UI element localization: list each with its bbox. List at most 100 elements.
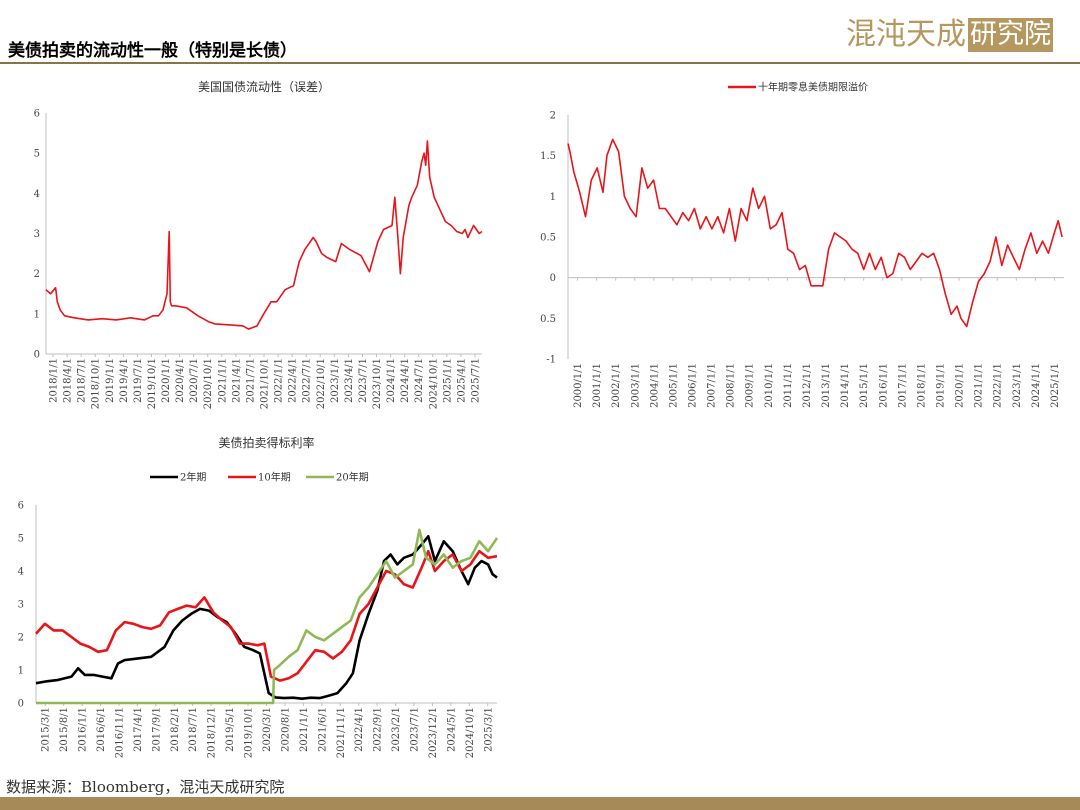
y-tick-label: 2 — [18, 633, 24, 644]
x-tick-label: 2022/4/1 — [288, 358, 299, 403]
x-tick-label: 2001/1/1 — [592, 363, 603, 408]
legend-label: 10年期 — [258, 471, 291, 484]
x-tick-label: 2017/9/1 — [151, 707, 162, 752]
x-tick-label: 2016/6/1 — [96, 707, 107, 752]
x-tick-label: 2003/1/1 — [630, 363, 641, 408]
liquidity-chart: 美国国债流动性（误差） 0 1 2 3 4 5 6 2018/1/1 2018/4/1 2018/7… — [34, 80, 483, 409]
x-tick-label: 2018/7/1 — [188, 707, 199, 752]
x-tick-label: 2000/1/1 — [573, 363, 584, 408]
x-tick-label: 2019/1/1 — [936, 363, 947, 408]
x-tick-label: 2021/1/1 — [217, 358, 228, 403]
x-tick-label: 2019/7/1 — [133, 358, 144, 403]
x-tick-label: 2018/7/1 — [77, 358, 88, 403]
x-tick-label: 2015/1/1 — [859, 363, 870, 408]
x-tick-label: 2021/6/1 — [317, 707, 328, 752]
y-tick-label: 0.5 — [540, 233, 556, 244]
x-tick-label: 2022/9/1 — [373, 707, 384, 752]
x-tick-label: 2020/10/1 — [203, 358, 214, 409]
x-tick-label: 2018/10/1 — [91, 358, 102, 409]
x-tick-label: 2014/1/1 — [840, 363, 851, 408]
x-tick-label: 2025/4/1 — [456, 358, 467, 403]
x-tick-label: 2010/1/1 — [764, 363, 775, 408]
y-tick-label: -0.5 — [540, 314, 556, 325]
legend-label: 20年期 — [336, 471, 369, 484]
x-tick-label: 2020/1/1 — [161, 358, 172, 403]
x-tick-label: 2009/1/1 — [745, 363, 756, 408]
x-tick-label: 2020/8/1 — [280, 707, 291, 752]
legend-label: 2年期 — [180, 471, 206, 484]
x-tick-label: 2004/1/1 — [649, 363, 660, 408]
x-tick-label: 2020/4/1 — [175, 358, 186, 403]
x-tick-label: 2020/1/1 — [955, 363, 966, 408]
x-tick-label: 2024/1/1 — [1031, 363, 1042, 408]
x-tick-label: 2021/11/1 — [336, 707, 347, 758]
header-divider — [0, 62, 1080, 64]
x-tick-label: 2020/7/1 — [189, 358, 200, 403]
x-tick-label: 2007/1/1 — [707, 363, 718, 408]
x-tick-label: 2022/1/1 — [993, 363, 1004, 408]
x-tick-label: 2024/10/1 — [465, 707, 476, 758]
y-tick-label: 1 — [550, 192, 556, 203]
x-tick-label: 2023/1/1 — [330, 358, 341, 403]
x-tick-label: 2019/10/1 — [244, 707, 255, 758]
y-tick-label: 6 — [34, 109, 40, 120]
y-tick-label: 3 — [18, 600, 24, 611]
page-title: 美债拍卖的流动性一般（特别是长债） — [8, 41, 297, 61]
series-line-1 — [567, 138, 1063, 328]
y-tick-label: 1 — [18, 666, 24, 677]
x-tick-label: 2019/10/1 — [147, 358, 158, 409]
x-tick-label: 2021/4/1 — [231, 358, 242, 403]
x-tick-label: 2023/7/1 — [410, 707, 421, 752]
y-tick-label: 0 — [34, 350, 40, 361]
x-tick-label: 2002/1/1 — [611, 363, 622, 408]
x-tick-label: 2008/1/1 — [726, 363, 737, 408]
x-tick-label: 2022/1/1 — [274, 358, 285, 403]
x-tick-label: 2023/1/1 — [1012, 363, 1023, 408]
chart-title: 美国国债流动性（误差） — [198, 80, 330, 94]
chart-title: 美债拍卖得标利率 — [218, 435, 314, 450]
x-tick-label: 2011/1/1 — [783, 363, 794, 408]
x-tick-label: 2020/3/1 — [262, 707, 273, 752]
logo-text-main: 混沌天成 — [846, 17, 966, 52]
x-tick-label: 2021/1/1 — [299, 707, 310, 752]
x-tick-label: 2019/4/1 — [119, 358, 130, 403]
x-tick-label: 2018/1/1 — [49, 358, 60, 403]
y-tick-label: 5 — [18, 534, 24, 545]
x-tick-label: 2017/4/1 — [133, 707, 144, 752]
x-tick-label: 2018/1/1 — [916, 363, 927, 408]
term-premium-chart: -1 -0.5 0 0.5 1 1.5 2 2000/1/1 2001/1/1 2002/1/1 2… — [540, 81, 1064, 408]
x-tick-label: 2025/7/1 — [470, 358, 481, 403]
x-tick-label: 2013/1/1 — [821, 363, 832, 408]
x-tick-label: 2024/1/1 — [386, 358, 397, 403]
x-tick-label: 2012/1/1 — [802, 363, 813, 408]
source-note: 数据来源：Bloomberg，混沌天成研究院 — [6, 778, 285, 796]
x-tick-label: 2024/7/1 — [414, 358, 425, 403]
x-tick-label: 2024/10/1 — [428, 358, 439, 409]
x-tick-label: 2023/10/1 — [372, 358, 383, 409]
x-tick-label: 2022/10/1 — [316, 358, 327, 409]
x-tick-label: 2015/3/1 — [41, 707, 52, 752]
auction-rate-chart: 美债拍卖得标利率 0 1 2 3 4 5 6 2015/3/1 2015/8/1 2016/1/1 2… — [18, 435, 499, 758]
x-tick-label: 2023/2/1 — [391, 707, 402, 752]
x-tick-label: 2005/1/1 — [668, 363, 679, 408]
x-tick-label: 2019/1/1 — [105, 358, 116, 403]
y-tick-label: 5 — [34, 149, 40, 160]
y-tick-label: 6 — [18, 501, 24, 512]
x-tick-label: 2021/1/1 — [974, 363, 985, 408]
x-tick-label: 2025/1/1 — [1050, 363, 1061, 408]
y-tick-label: 2 — [550, 111, 556, 122]
series-line-3 — [36, 528, 499, 705]
x-tick-label: 2006/1/1 — [688, 363, 699, 408]
x-tick-label: 2023/7/1 — [358, 358, 369, 403]
x-tick-label: 2021/10/1 — [260, 358, 271, 409]
x-tick-label: 2024/4/1 — [400, 358, 411, 403]
x-tick-label: 2025/3/1 — [483, 707, 494, 752]
x-tick-label: 2022/7/1 — [302, 358, 313, 403]
x-tick-label: 2024/5/1 — [446, 707, 457, 752]
x-tick-label: 2018/4/1 — [63, 358, 74, 403]
x-tick-label: 2018/12/1 — [207, 707, 218, 758]
y-tick-label: 2 — [34, 269, 40, 280]
y-tick-label: -1 — [546, 355, 556, 366]
logo-text-box: 研究院 — [968, 18, 1053, 52]
x-tick-label: 2016/1/1 — [78, 707, 89, 752]
